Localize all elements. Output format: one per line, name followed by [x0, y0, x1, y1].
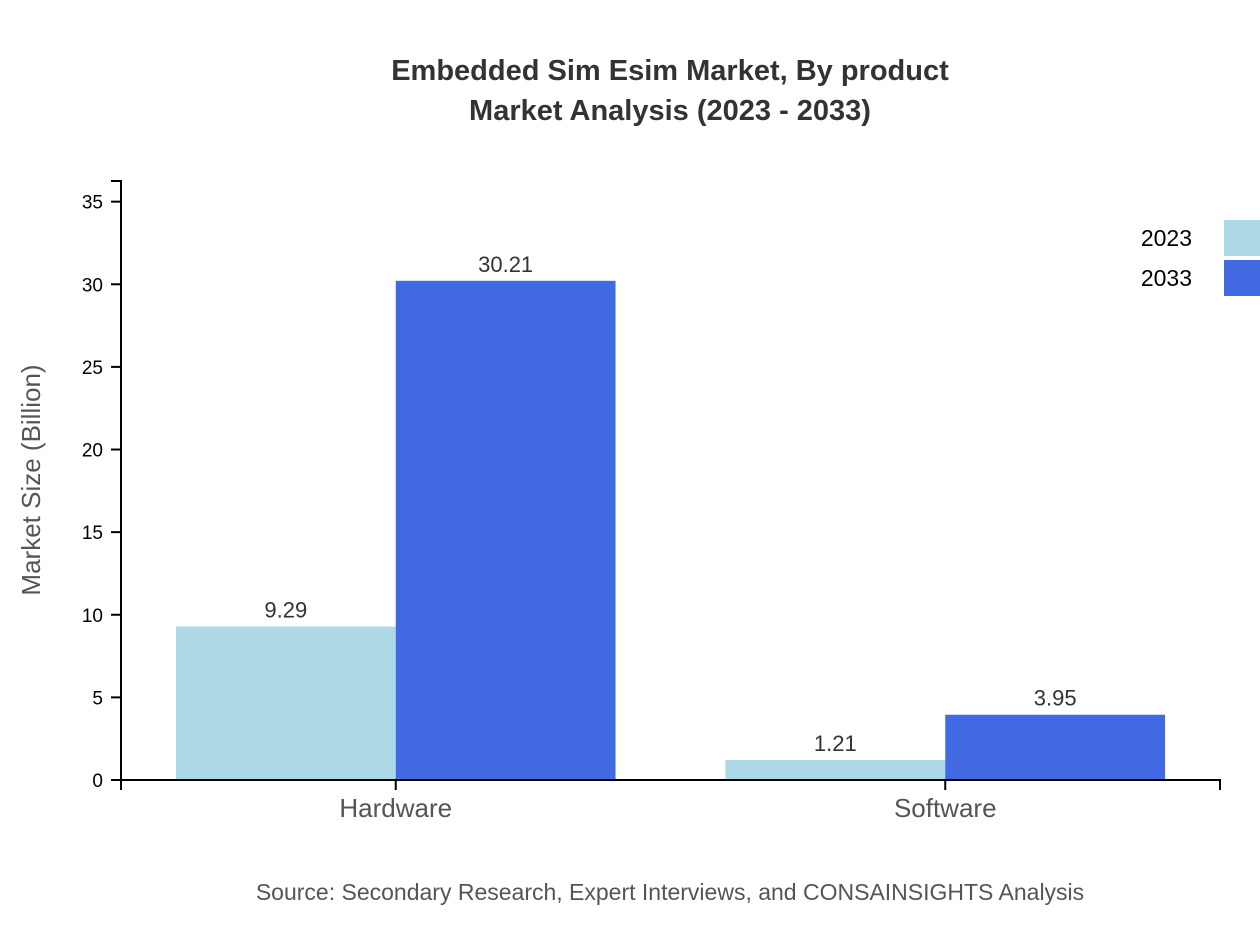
source-note: Source: Secondary Research, Expert Inter… [256, 879, 1084, 905]
legend-label: 2023 [1141, 225, 1192, 251]
legend-swatch-2033 [1224, 260, 1260, 296]
bar-hardware-2023 [175, 626, 396, 780]
legend-label: 2033 [1141, 265, 1192, 291]
bar-software-2033 [945, 714, 1166, 780]
y-tick-label: 35 [82, 193, 103, 214]
y-tick-label: 30 [82, 275, 103, 296]
y-axis-label: Market Size (Billion) [16, 364, 46, 595]
x-axis-line [120, 779, 1221, 790]
chart-title-line-2: Market Analysis (2023 - 2033) [469, 95, 871, 127]
data-label: 1.21 [814, 731, 857, 756]
bar-software-2023 [725, 760, 946, 780]
y-tick-label: 15 [82, 523, 103, 544]
data-label: 9.29 [264, 597, 307, 622]
legend-swatch-2023 [1224, 220, 1260, 256]
x-tick-label: Hardware [339, 793, 452, 823]
y-tick-label: 25 [82, 358, 103, 379]
bar-hardware-2033 [395, 280, 616, 780]
y-axis-line [111, 180, 122, 781]
y-tick-label: 10 [82, 606, 103, 627]
y-tick-label: 0 [92, 771, 103, 792]
y-tick-label: 5 [92, 688, 103, 709]
data-label: 30.21 [478, 252, 533, 277]
data-label: 3.95 [1034, 686, 1077, 711]
x-tick-label: Software [894, 793, 997, 823]
chart-title-line-1: Embedded Sim Esim Market, By product [391, 55, 949, 87]
y-tick-label: 20 [82, 441, 103, 462]
